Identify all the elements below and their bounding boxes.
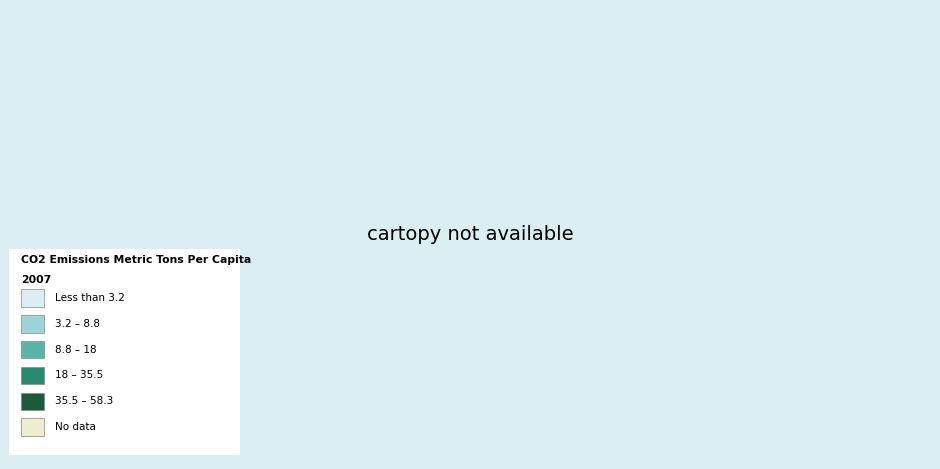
Text: 35.5 – 58.3: 35.5 – 58.3 [55,396,114,406]
Text: cartopy not available: cartopy not available [367,225,573,244]
Text: Less than 3.2: Less than 3.2 [55,293,125,303]
FancyBboxPatch shape [5,244,244,459]
Text: 18 – 35.5: 18 – 35.5 [55,371,103,380]
Bar [21,367,44,384]
Text: 2007: 2007 [21,275,51,286]
Text: No data: No data [55,422,96,432]
Text: 8.8 – 18: 8.8 – 18 [55,345,97,355]
Bar [21,289,44,307]
Bar [21,315,44,333]
Bar [21,341,44,358]
Bar [21,418,44,436]
Text: CO2 Emissions Metric Tons Per Capita: CO2 Emissions Metric Tons Per Capita [21,255,251,265]
Text: 3.2 – 8.8: 3.2 – 8.8 [55,319,101,329]
Bar [21,393,44,410]
